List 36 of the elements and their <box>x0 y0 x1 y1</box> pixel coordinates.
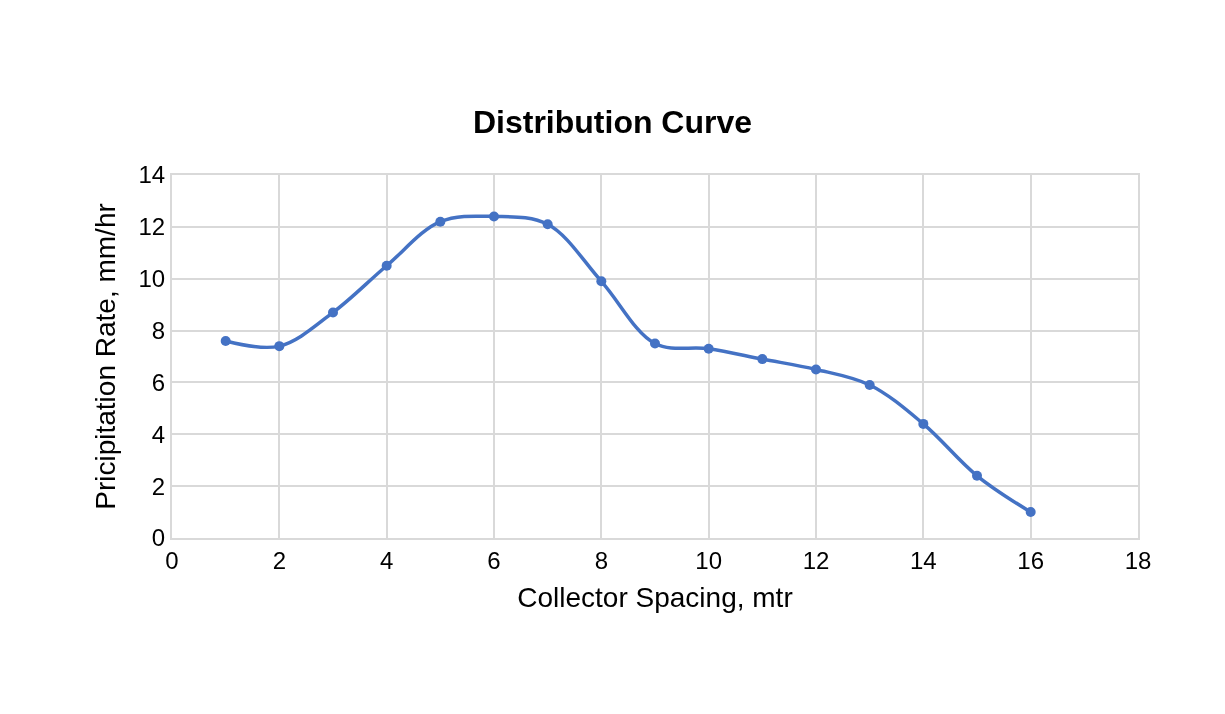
point <box>703 343 714 354</box>
point <box>274 341 285 352</box>
x-tick-label: 12 <box>802 546 830 574</box>
y-axis-title: Pricipitation Rate, mm/hr <box>89 203 121 510</box>
x-tick-label: 2 <box>272 546 287 574</box>
x-tick-label: 10 <box>695 546 723 574</box>
point <box>435 216 446 227</box>
point <box>864 380 875 391</box>
point <box>918 418 929 429</box>
x-axis-title: Collector Spacing, mtr <box>517 582 793 614</box>
y-tick-label: 2 <box>151 472 166 500</box>
point <box>381 260 392 271</box>
point <box>811 364 821 375</box>
x-tick-label: 8 <box>594 546 609 574</box>
point <box>328 307 338 318</box>
point <box>220 335 231 346</box>
point <box>757 354 768 365</box>
y-tick-label: 10 <box>138 265 166 293</box>
point <box>542 219 553 230</box>
point <box>489 211 499 222</box>
y-tick-label: 0 <box>151 524 166 552</box>
x-tick-label: 4 <box>379 546 394 574</box>
point <box>972 470 982 481</box>
y-tick-label: 14 <box>138 161 166 189</box>
point <box>1025 507 1036 518</box>
y-tick-label: 4 <box>151 420 166 448</box>
y-tick-label: 8 <box>151 316 166 344</box>
x-tick-label: 6 <box>487 546 501 574</box>
chart-title: Distribution Curve <box>472 103 753 140</box>
point <box>650 338 660 349</box>
y-tick-label: 6 <box>151 368 166 396</box>
x-tick-label: 16 <box>1017 546 1045 574</box>
x-tick-label: 14 <box>909 546 937 574</box>
x-tick-label: 18 <box>1124 546 1152 574</box>
y-tick-label: 12 <box>138 213 166 241</box>
point <box>596 276 607 287</box>
